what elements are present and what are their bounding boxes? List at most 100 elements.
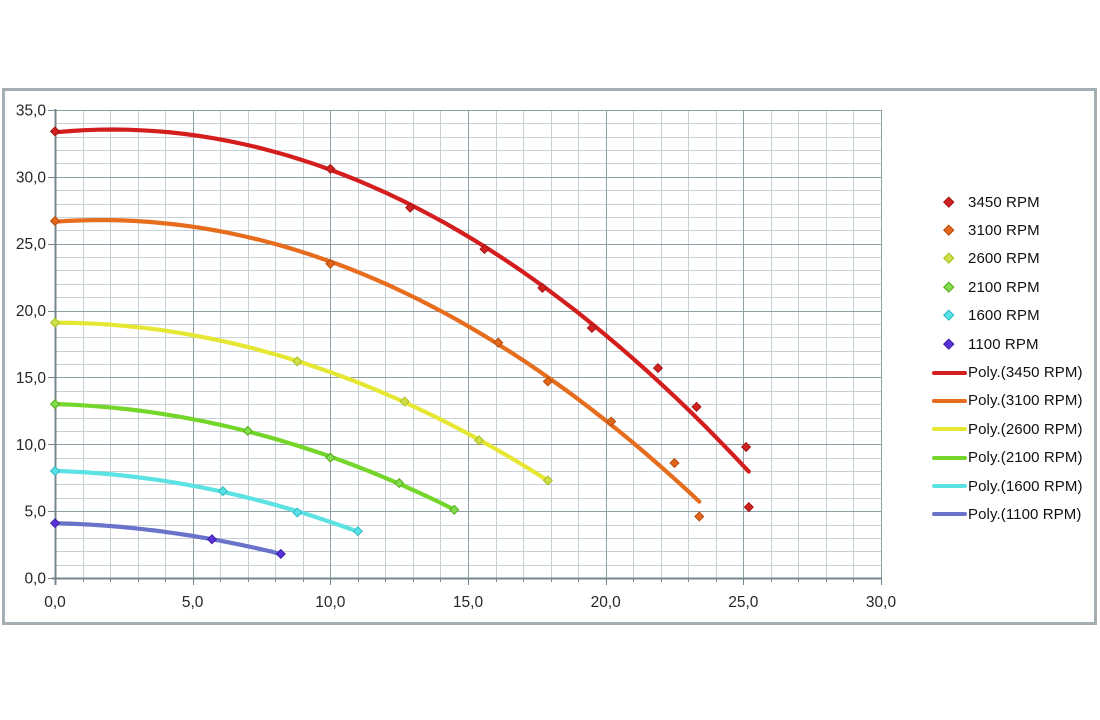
diamond-marker-icon <box>652 362 664 374</box>
diamond-marker-icon <box>405 202 416 213</box>
legend-item-label: 2100 RPM <box>968 278 1040 296</box>
legend-item-poly-1600-rpm-: Poly.(1600 RPM) <box>905 472 1095 500</box>
trendline-2600-rpm <box>52 320 550 483</box>
diamond-marker-icon <box>352 526 363 537</box>
diamond-marker-icon <box>493 337 504 348</box>
diamond-marker-icon <box>325 258 336 269</box>
legend-item-label: Poly.(1100 RPM) <box>968 505 1082 523</box>
diamond-marker-icon <box>537 282 548 293</box>
x-axis-tick-label: 20,0 <box>591 594 622 611</box>
y-axis-tick-label: 10,0 <box>16 437 47 454</box>
x-axis-tick-label: 10,0 <box>315 594 346 611</box>
legend: 3450 RPM 3100 RPM 2600 RPM 2100 RPM 1600 RPM… <box>905 188 1095 529</box>
legend-item-poly-2100-rpm-: Poly.(2100 RPM) <box>905 444 1095 472</box>
legend-item-2100-rpm: 2100 RPM <box>905 273 1095 301</box>
data-point-markers-1600-rpm <box>49 465 363 537</box>
legend-item-label: 3100 RPM <box>968 222 1040 240</box>
data-point-markers-2100-rpm <box>49 399 460 515</box>
trendline-swatch-icon <box>905 387 968 415</box>
diamond-marker-icon <box>905 245 968 273</box>
trendline-1100-rpm <box>52 521 283 556</box>
y-axis-tick-label: 5,0 <box>24 504 46 521</box>
legend-item-label: Poly.(2600 RPM) <box>968 420 1083 438</box>
y-axis-tick-label: 25,0 <box>16 236 47 253</box>
legend-item-label: 1600 RPM <box>968 307 1040 325</box>
legend-item-poly-1100-rpm-: Poly.(1100 RPM) <box>905 500 1095 528</box>
trendline-3100-rpm <box>52 218 702 504</box>
diamond-marker-icon <box>542 376 553 387</box>
x-axis-tick-label: 30,0 <box>866 594 897 611</box>
diamond-marker-icon <box>206 534 218 545</box>
diamond-marker-icon <box>473 435 485 446</box>
trendline-swatch-icon <box>905 472 968 500</box>
diamond-marker-icon <box>275 548 286 560</box>
data-point-markers-3100-rpm <box>49 215 705 522</box>
diamond-marker-icon <box>49 518 61 529</box>
diamond-marker-icon <box>325 163 336 174</box>
trendline-swatch-icon <box>905 500 968 528</box>
x-axis-tick-label: 15,0 <box>453 594 484 611</box>
diamond-marker-icon <box>740 441 752 453</box>
diamond-marker-icon <box>479 243 490 255</box>
y-axis-tick-label: 20,0 <box>16 303 47 320</box>
y-axis-tick-label: 0,0 <box>24 571 46 588</box>
legend-item-1600-rpm: 1600 RPM <box>905 302 1095 330</box>
diamond-marker-icon <box>586 322 598 334</box>
diamond-marker-icon <box>905 273 968 301</box>
diamond-marker-icon <box>905 216 968 244</box>
x-axis-tick-label: 0,0 <box>44 594 66 611</box>
data-point-markers-1100-rpm <box>49 518 286 560</box>
axis-ticks <box>48 109 883 585</box>
diamond-marker-icon <box>542 475 553 486</box>
diamond-marker-icon <box>905 330 968 358</box>
trendline-swatch-icon <box>905 358 968 386</box>
legend-item-label: Poly.(1600 RPM) <box>968 477 1083 495</box>
diamond-marker-icon <box>49 317 61 328</box>
diamond-marker-icon <box>394 477 405 489</box>
legend-item-3450-rpm: 3450 RPM <box>905 188 1095 216</box>
diamond-marker-icon <box>325 452 336 463</box>
diamond-marker-icon <box>49 399 61 410</box>
diamond-marker-icon <box>292 507 303 518</box>
legend-item-label: Poly.(3100 RPM) <box>968 392 1083 410</box>
y-axis-tick-label: 35,0 <box>16 103 47 120</box>
trendline-swatch-icon <box>905 415 968 443</box>
data-point-markers-3450-rpm <box>49 126 754 513</box>
data-point-markers-2600-rpm <box>49 317 553 486</box>
x-axis-tick-label: 25,0 <box>728 594 759 611</box>
legend-item-2600-rpm: 2600 RPM <box>905 245 1095 273</box>
diamond-marker-icon <box>606 416 617 427</box>
diamond-marker-icon <box>217 485 229 497</box>
trendline-1600-rpm <box>52 468 360 534</box>
legend-item-1100-rpm: 1100 RPM <box>905 330 1095 358</box>
y-axis-tick-label: 30,0 <box>16 169 47 186</box>
diamond-marker-icon <box>292 356 303 367</box>
diamond-marker-icon <box>669 457 680 469</box>
legend-item-label: 1100 RPM <box>968 335 1039 353</box>
trendline-2100-rpm <box>52 402 457 512</box>
diamond-marker-icon <box>49 215 61 227</box>
y-axis-tick-label: 15,0 <box>16 370 47 387</box>
diamond-marker-icon <box>743 502 754 513</box>
diamond-marker-icon <box>49 126 61 137</box>
trendline-swatch-icon <box>905 444 968 472</box>
legend-item-label: 3450 RPM <box>968 193 1040 211</box>
legend-item-label: 2600 RPM <box>968 250 1040 268</box>
diamond-marker-icon <box>905 302 968 330</box>
trendline-3450-rpm <box>52 127 751 474</box>
legend-item-3100-rpm: 3100 RPM <box>905 216 1095 244</box>
diamond-marker-icon <box>242 425 253 437</box>
legend-item-poly-3100-rpm-: Poly.(3100 RPM) <box>905 387 1095 415</box>
legend-item-poly-3450-rpm-: Poly.(3450 RPM) <box>905 358 1095 386</box>
diamond-marker-icon <box>691 401 702 412</box>
grid-major-lines <box>55 109 883 578</box>
diamond-marker-icon <box>399 396 410 407</box>
legend-item-label: Poly.(3450 RPM) <box>968 364 1083 382</box>
diamond-marker-icon <box>694 511 705 522</box>
diamond-marker-icon <box>49 465 61 477</box>
legend-item-label: Poly.(2100 RPM) <box>968 449 1083 467</box>
legend-item-poly-2600-rpm-: Poly.(2600 RPM) <box>905 415 1095 443</box>
diamond-marker-icon <box>905 188 968 216</box>
